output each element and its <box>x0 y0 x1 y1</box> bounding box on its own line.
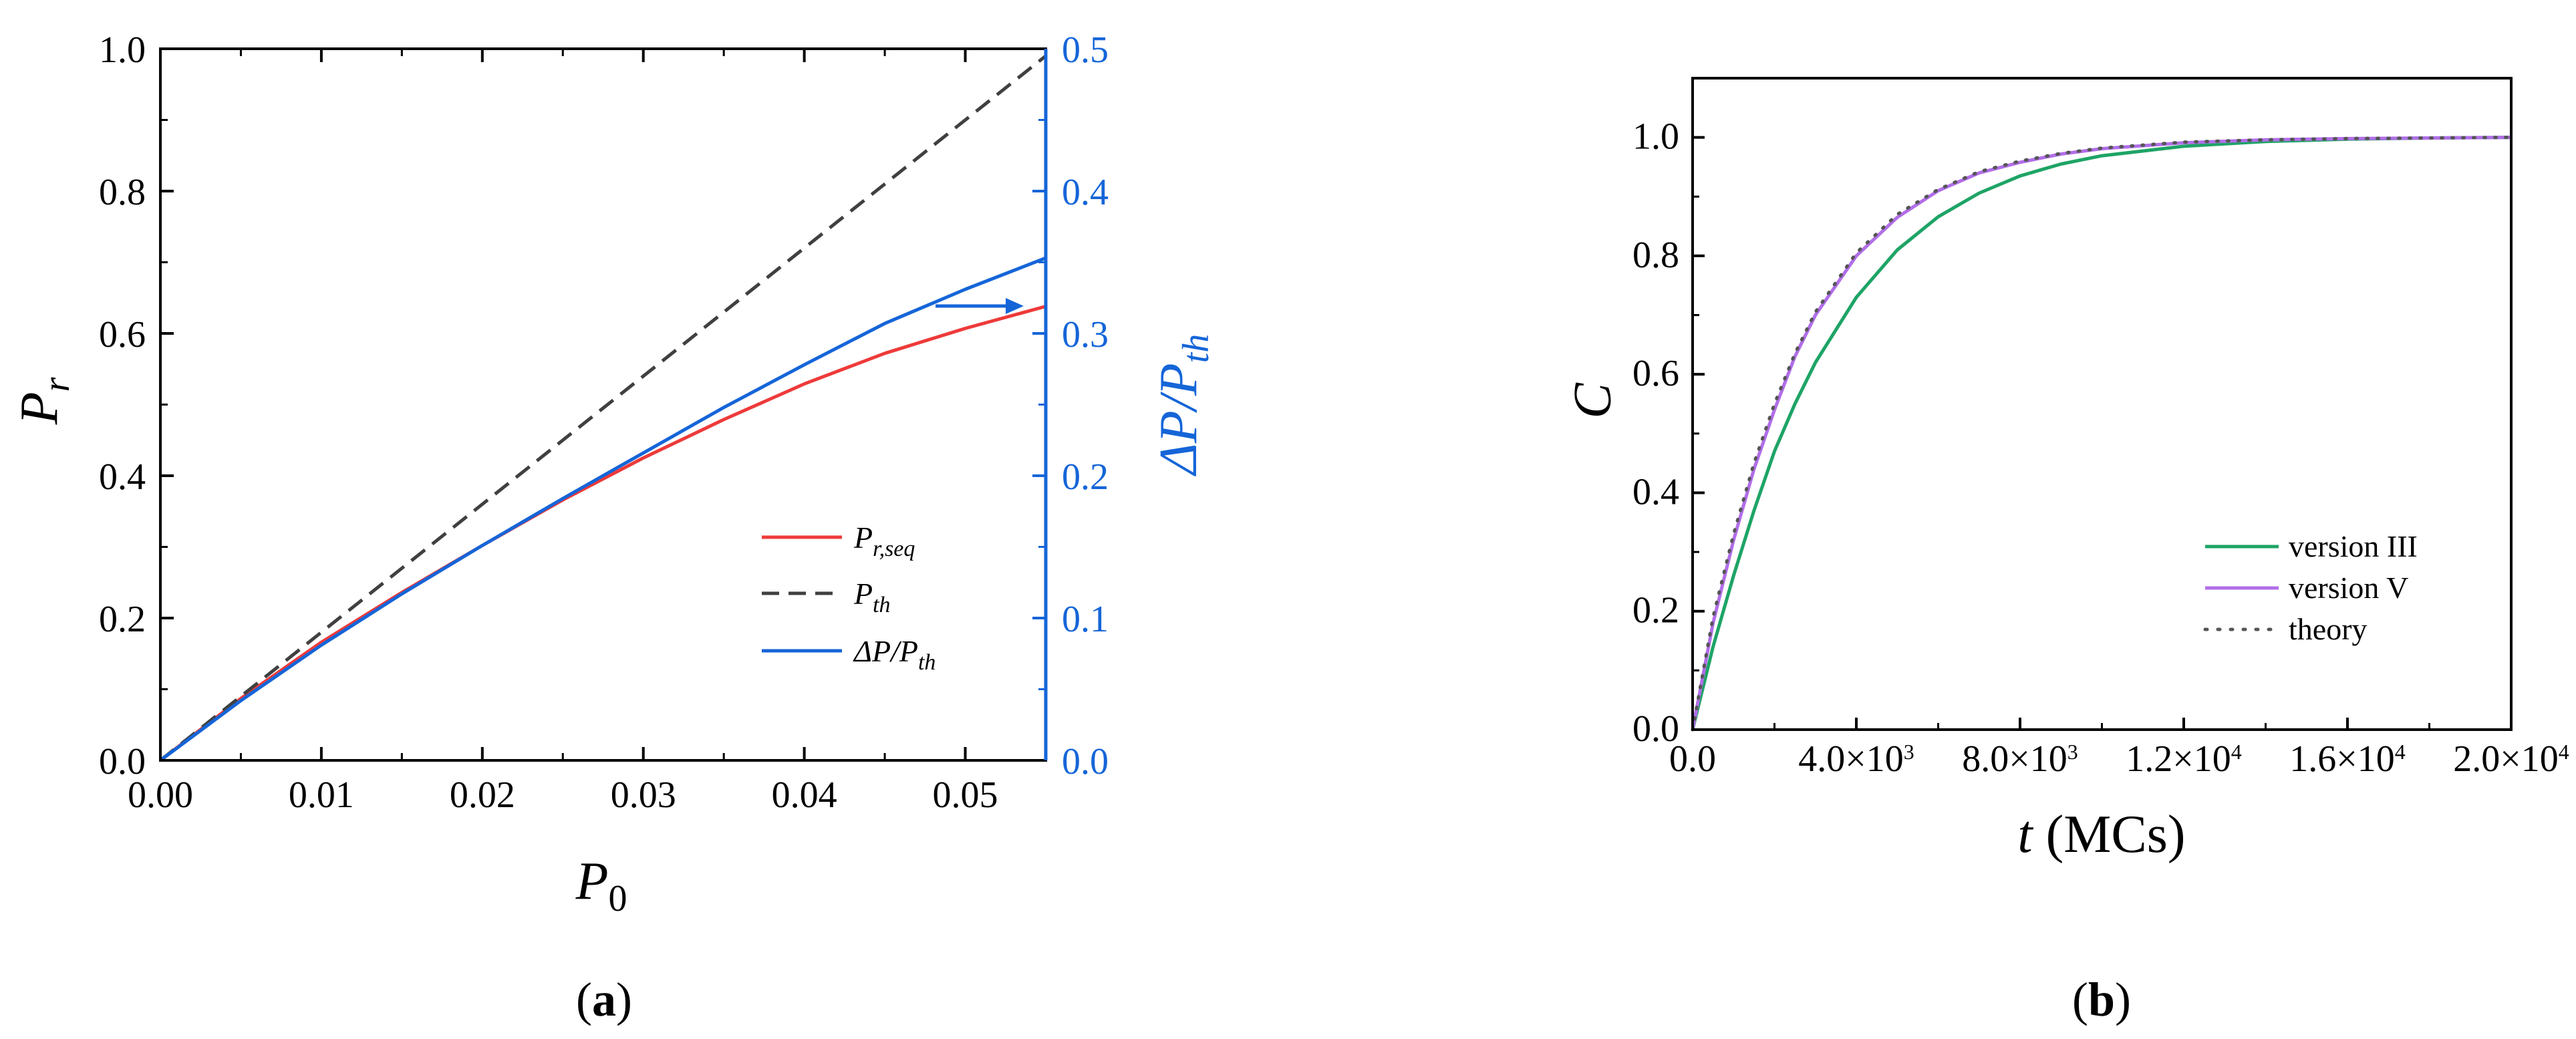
panel-a-series-pth-line <box>159 54 1047 762</box>
panel-a-y-tick-label: 0.6 <box>99 314 146 355</box>
legend-item-pr-seq: Pr,seq <box>762 521 915 561</box>
panel-a-label-close: ) <box>616 973 632 1026</box>
panel-b-x-title-rest: (MCs) <box>2033 805 2186 864</box>
panel-a-y-tick-label: 0.4 <box>99 456 146 498</box>
panel-a-y-tick-label: 0.8 <box>99 172 146 213</box>
panel-a-y2-tick-label: 0.1 <box>1062 599 1109 640</box>
legend-item-version-iii: version III <box>2205 529 2418 563</box>
legend-label-pr-seq-sub: r,seq <box>873 537 915 561</box>
panel-b-plot-frame <box>1691 77 2513 731</box>
legend-label-version-iii: version III <box>2289 529 2418 563</box>
panel-a-y2-tick-label: 0.5 <box>1062 29 1109 71</box>
panel-b-ticks <box>1691 77 2513 731</box>
panel-b-x-tick-label: 0.0 <box>1669 738 1716 780</box>
panel-a-chart: 0.00 0.01 0.02 0.03 0.04 0.050.00.20.40.60.81… <box>10 29 1217 1026</box>
panel-a-y-axis-title: Pr <box>10 377 78 425</box>
legend-label-pth-main: P <box>853 577 873 611</box>
panel-a-series-pr-seq-line <box>159 305 1046 762</box>
panel-a-y2-title-main: ΔP/P <box>1149 363 1208 476</box>
panel-b-x-axis-title: t (MCs) <box>2017 805 2185 864</box>
panel-a-right-axis-arrow <box>936 298 1024 314</box>
panel-a-y2-tick-label: 0.3 <box>1062 314 1109 355</box>
panel-b-tick-labels: 0.0 4.0×103 8.0×103 1.2×104 1.6×104 2.0×104 0.… <box>1632 116 2569 780</box>
panel-b-y-tick-label: 1.0 <box>1632 116 1679 158</box>
panel-b-x-tick-label: 8.0×103 <box>1962 738 2078 780</box>
svg-text:Pth: Pth <box>853 577 891 617</box>
legend-item-version-v: version V <box>2205 571 2408 605</box>
panel-b-y-axis-title: C <box>1564 382 1622 419</box>
panel-a-x-tick-label: 0.00 <box>128 774 193 816</box>
panel-a-tick-labels: 0.00 0.01 0.02 0.03 0.04 0.05 0.0 0.2 0.4 0.6 0.8 1… <box>99 29 1109 816</box>
legend-label-version-v: version V <box>2289 571 2408 605</box>
panel-b-x-tick-label: 1.2×104 <box>2126 738 2242 780</box>
panel-a-y2-tick-label: 0.2 <box>1062 456 1109 498</box>
panel-a-y-tick-label: 0.0 <box>99 741 146 782</box>
legend-label-pr-seq-main: P <box>853 521 873 555</box>
panel-a-x-title-main: P <box>575 852 609 911</box>
panel-a-x-tick-label: 0.05 <box>933 774 998 816</box>
panel-a-x-axis-title: P0 <box>575 852 627 919</box>
panel-b-y-tick-label: 0.6 <box>1632 353 1679 394</box>
panel-b-series-theory-line <box>1691 136 2513 732</box>
legend-label-delta-p-main: ΔP/P <box>853 634 918 668</box>
panel-a-y2-tick-label: 0.4 <box>1062 172 1109 213</box>
legend-label-delta-p-sub: th <box>918 650 936 675</box>
panel-a-label-letter: a <box>592 973 616 1026</box>
legend-label-theory: theory <box>2289 612 2368 646</box>
panel-a-x-title-sub: 0 <box>608 878 627 919</box>
panel-b-x-tick-label: 1.6×104 <box>2289 738 2406 780</box>
panel-b-series-version-v-line <box>1691 136 2512 730</box>
svg-text:ΔP/Pth: ΔP/Pth <box>853 634 936 675</box>
panel-b-series <box>1691 136 2513 732</box>
panel-b-legend: version III version V theory <box>2203 529 2418 646</box>
panel-a-y2-axis-title: ΔP/Pth <box>1149 334 1217 476</box>
panel-a-legend: Pr,seq Pth ΔP/Pth <box>762 521 936 675</box>
panel-a-y-title-sub: r <box>36 377 78 392</box>
panel-b-y-tick-label: 0.0 <box>1632 708 1679 750</box>
panel-a-y-tick-label: 1.0 <box>99 29 146 71</box>
panel-b-x-tick-label: 4.0×103 <box>1798 738 1914 780</box>
panel-b-series-version-iii-line <box>1691 136 2512 730</box>
panel-a-y2-title-sub: th <box>1175 334 1217 363</box>
panel-b-y-tick-label: 0.4 <box>1632 471 1679 512</box>
panel-a-y2-tick-label: 0.0 <box>1062 741 1109 782</box>
panel-a-series-delta-p-line <box>159 256 1046 762</box>
legend-item-pth: Pth <box>762 577 891 617</box>
panel-b-chart: 0.0 4.0×103 8.0×103 1.2×104 1.6×104 2.0×104 0.… <box>1564 77 2569 1026</box>
legend-item-delta-p: ΔP/Pth <box>762 634 936 675</box>
panel-b-x-title-main: t <box>2017 805 2033 864</box>
panel-a-label-open: ( <box>576 973 592 1026</box>
panel-a-x-tick-label: 0.03 <box>611 774 676 816</box>
panel-b-label-letter: b <box>2088 973 2115 1026</box>
legend-item-theory: theory <box>2203 612 2368 646</box>
panel-b-label: (b) <box>2072 973 2131 1026</box>
panel-a-x-tick-label: 0.01 <box>289 774 354 816</box>
panel-b-x-tick-label: 2.0×104 <box>2453 738 2569 780</box>
legend-label-pth-sub: th <box>873 593 890 617</box>
panel-a-y-title-main: P <box>10 392 69 425</box>
panel-a-label: (a) <box>576 973 632 1026</box>
panel-b-label-open: ( <box>2072 973 2088 1026</box>
panel-b-y-tick-label: 0.8 <box>1632 235 1679 276</box>
panel-a-x-tick-label: 0.02 <box>450 774 515 816</box>
svg-text:Pr,seq: Pr,seq <box>853 521 915 561</box>
panel-a-x-tick-label: 0.04 <box>772 774 837 816</box>
panel-b-y-tick-label: 0.2 <box>1632 590 1679 631</box>
panel-b-label-close: ) <box>2115 973 2131 1026</box>
panel-a-y-tick-label: 0.2 <box>99 599 146 640</box>
